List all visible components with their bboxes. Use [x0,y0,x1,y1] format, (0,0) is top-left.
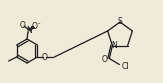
Text: O: O [41,53,47,62]
Text: S: S [118,17,122,25]
Text: Cl: Cl [122,62,129,71]
Text: O: O [32,21,38,30]
Text: N: N [26,25,32,35]
Text: O: O [101,55,107,64]
Text: -: - [37,21,40,26]
Text: N: N [111,41,117,50]
Text: O: O [20,21,26,29]
